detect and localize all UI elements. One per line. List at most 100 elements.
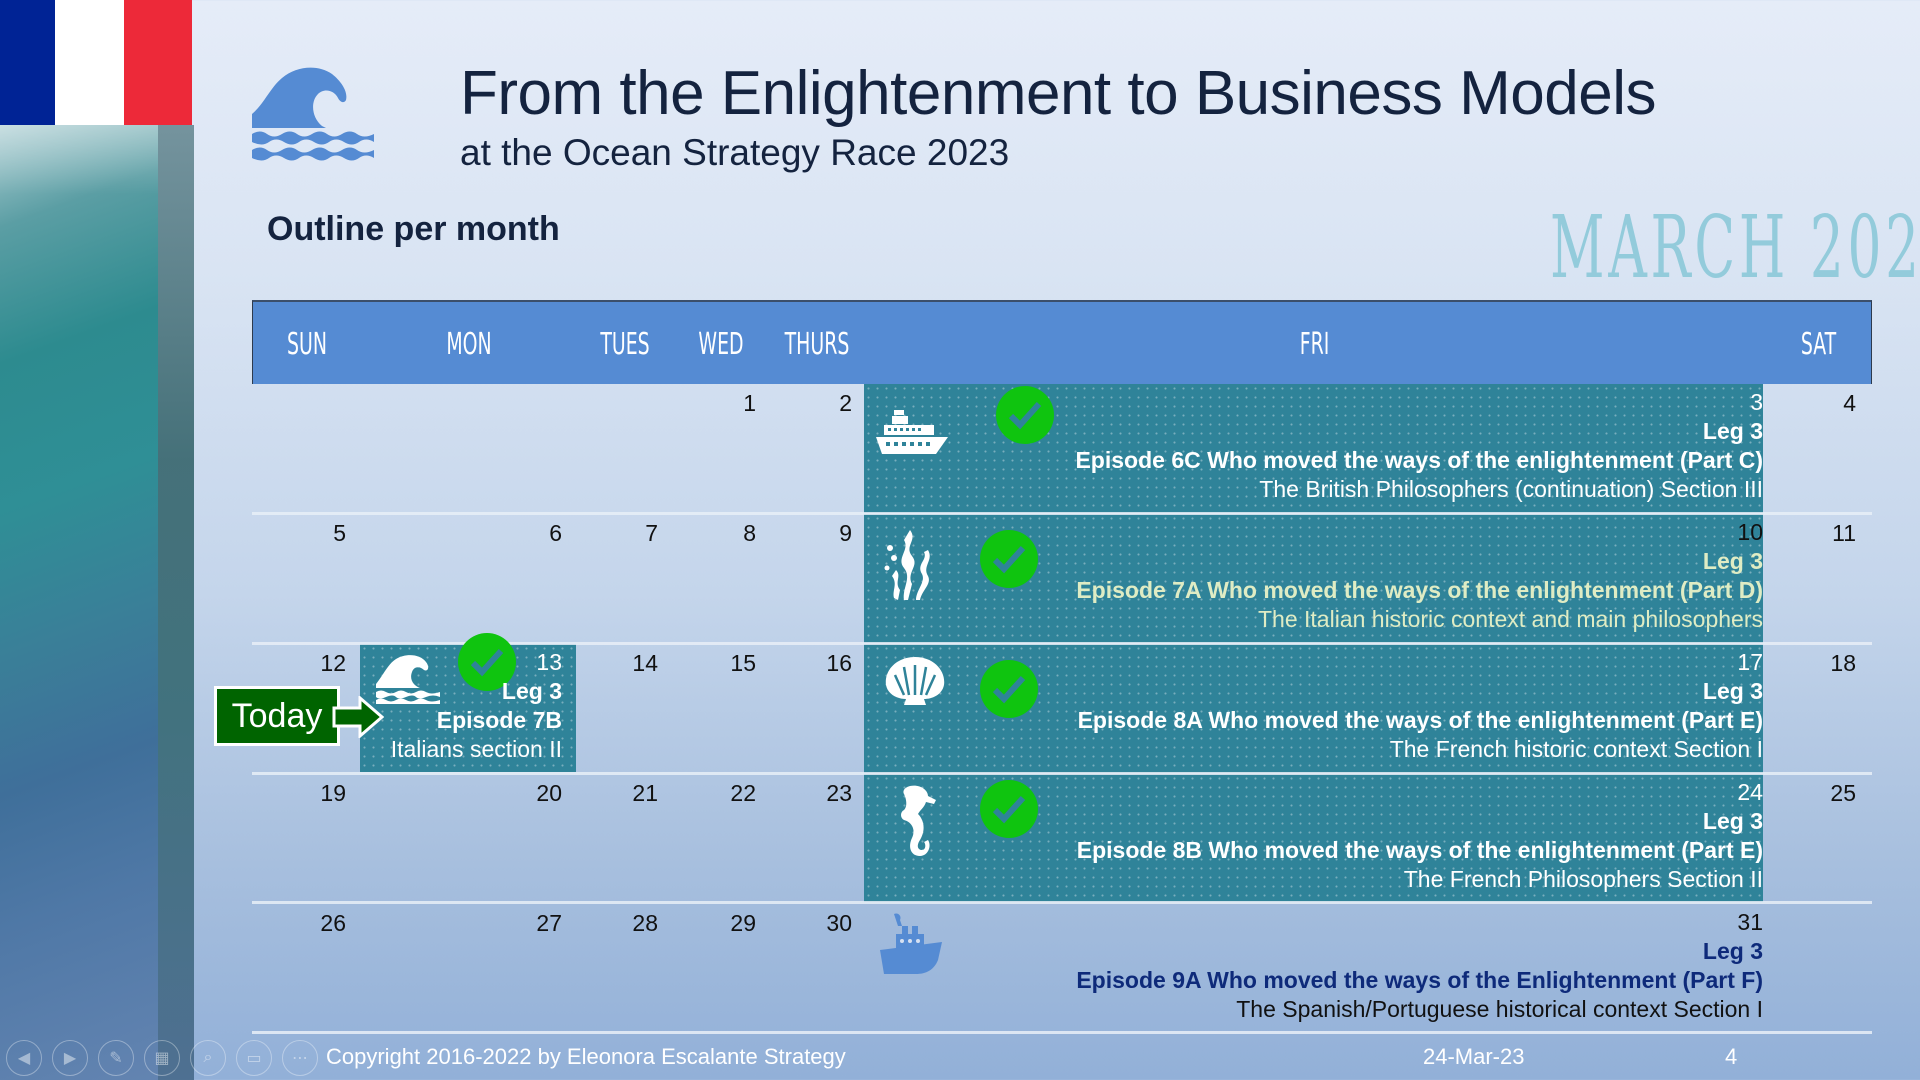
seaweed-icon xyxy=(884,530,930,600)
day-number: 16 xyxy=(826,650,852,676)
previous-icon: ◀ xyxy=(17,1050,31,1067)
more-options-button[interactable]: ⋯ xyxy=(282,1040,318,1076)
wave-icon xyxy=(376,655,440,704)
see-all-slides-button[interactable]: ▦ xyxy=(144,1040,180,1076)
event-leg: Leg 3 xyxy=(501,678,562,704)
flag-blue-band xyxy=(0,0,55,125)
france-flag xyxy=(0,0,192,125)
footer-date: 24-Mar-23 xyxy=(1423,1044,1525,1069)
event-episode: Episode 7B xyxy=(436,707,562,733)
more-icon: ⋯ xyxy=(292,1050,308,1067)
next-slide-button[interactable]: ▶ xyxy=(52,1040,88,1076)
day-number: 20 xyxy=(536,780,562,806)
subtitles-button[interactable]: ▭ xyxy=(236,1040,272,1076)
flag-white-band xyxy=(55,0,124,125)
steamboat-icon xyxy=(880,913,942,974)
event-date: 24 xyxy=(1737,779,1763,805)
seahorse-icon xyxy=(901,785,936,856)
today-marker: Today xyxy=(214,686,340,746)
row-divider xyxy=(252,1031,1872,1034)
day-number: 26 xyxy=(320,910,346,936)
day-number: 25 xyxy=(1830,780,1856,806)
decorative-strip xyxy=(158,125,194,1080)
event-subtitle: The British Philosophers (continuation) … xyxy=(1259,476,1763,502)
day-number: 22 xyxy=(730,780,756,806)
previous-slide-button[interactable]: ◀ xyxy=(6,1040,42,1076)
event-episode: Episode 9A Who moved the ways of the Enl… xyxy=(1076,967,1763,993)
wave-icon xyxy=(252,67,374,161)
event-leg: Leg 3 xyxy=(1702,808,1763,834)
event-subtitle: Italians section II xyxy=(390,736,562,762)
page-subtitle: at the Ocean Strategy Race 2023 xyxy=(460,132,1010,173)
page-title: From the Enlightenment to Business Model… xyxy=(460,59,1656,128)
event-details-3: 3 Leg 3 Episode 6C Who moved the ways of… xyxy=(1075,388,1763,504)
pen-tool-button[interactable]: ✎ xyxy=(98,1040,134,1076)
event-subtitle: The French Philosophers Section II xyxy=(1403,866,1763,892)
day-number: 18 xyxy=(1830,650,1856,676)
completed-check-icon xyxy=(980,660,1038,718)
day-number: 4 xyxy=(1843,390,1856,416)
event-leg: Leg 3 xyxy=(1702,938,1763,964)
event-details-13: 13 Leg 3 Episode 7B Italians section II xyxy=(360,648,562,764)
pen-icon: ✎ xyxy=(109,1050,123,1067)
event-date: 3 xyxy=(1750,389,1763,415)
cruise-ship-icon xyxy=(876,410,948,454)
calendar-header: SUN MON TUES WED THURS FRI SAT xyxy=(252,300,1872,384)
wave-photo xyxy=(0,0,158,1080)
event-leg: Leg 3 xyxy=(1702,548,1763,574)
day-number: 30 xyxy=(826,910,852,936)
completed-check-icon xyxy=(458,633,516,691)
event-details-31: 31 Leg 3 Episode 9A Who moved the ways o… xyxy=(1076,908,1763,1024)
day-number: 5 xyxy=(333,520,346,546)
arrow-right-icon xyxy=(332,696,384,738)
event-date: 10 xyxy=(1737,519,1763,545)
dow-tues: TUES xyxy=(600,326,650,362)
row-divider xyxy=(252,901,1872,904)
day-number: 9 xyxy=(839,520,852,546)
flag-red-band xyxy=(124,0,192,125)
day-number: 14 xyxy=(632,650,658,676)
row-divider xyxy=(252,772,1872,775)
completed-check-icon xyxy=(980,780,1038,838)
event-episode: Episode 8A Who moved the ways of the enl… xyxy=(1077,707,1763,733)
row-divider xyxy=(252,642,1872,645)
event-subtitle: The Spanish/Portuguese historical contex… xyxy=(1236,996,1763,1022)
day-number: 23 xyxy=(826,780,852,806)
event-episode: Episode 8B Who moved the ways of the enl… xyxy=(1076,837,1763,863)
day-number: 7 xyxy=(645,520,658,546)
subtitles-icon: ▭ xyxy=(246,1050,262,1067)
day-number: 27 xyxy=(536,910,562,936)
slide-number: 4 xyxy=(1725,1044,1738,1069)
section-label: Outline per month xyxy=(267,210,560,248)
day-number: 12 xyxy=(320,650,346,676)
month-label: MARCH 2023 xyxy=(1550,198,1920,298)
dow-sat: SAT xyxy=(1800,326,1837,362)
day-number: 11 xyxy=(1832,520,1856,546)
completed-check-icon xyxy=(996,386,1054,444)
day-number: 8 xyxy=(743,520,756,546)
event-details-17: 17 Leg 3 Episode 8A Who moved the ways o… xyxy=(1078,648,1763,764)
dow-wed: WED xyxy=(698,326,744,362)
zoom-icon: ⌕ xyxy=(203,1049,213,1066)
event-episode: Episode 7A Who moved the ways of the enl… xyxy=(1076,577,1763,603)
dow-sun: SUN xyxy=(287,326,327,362)
event-date: 31 xyxy=(1737,909,1763,935)
day-number: 21 xyxy=(632,780,658,806)
completed-check-icon xyxy=(980,530,1038,588)
zoom-button[interactable]: ⌕ xyxy=(190,1040,226,1076)
day-number: 28 xyxy=(632,910,658,936)
seashell-icon xyxy=(885,657,945,705)
event-date: 17 xyxy=(1737,649,1763,675)
day-number: 29 xyxy=(730,910,756,936)
dow-fri: FRI xyxy=(1299,326,1330,362)
event-details-24: 24 Leg 3 Episode 8B Who moved the ways o… xyxy=(1077,778,1763,894)
day-number: 2 xyxy=(839,390,852,416)
day-number: 1 xyxy=(743,390,756,416)
event-leg: Leg 3 xyxy=(1702,418,1763,444)
event-date: 13 xyxy=(536,649,562,675)
next-icon: ▶ xyxy=(63,1050,77,1067)
slides-icon: ▦ xyxy=(154,1050,170,1067)
event-episode: Episode 6C Who moved the ways of the enl… xyxy=(1075,447,1763,473)
dow-mon: MON xyxy=(446,326,492,362)
day-number: 15 xyxy=(730,650,756,676)
